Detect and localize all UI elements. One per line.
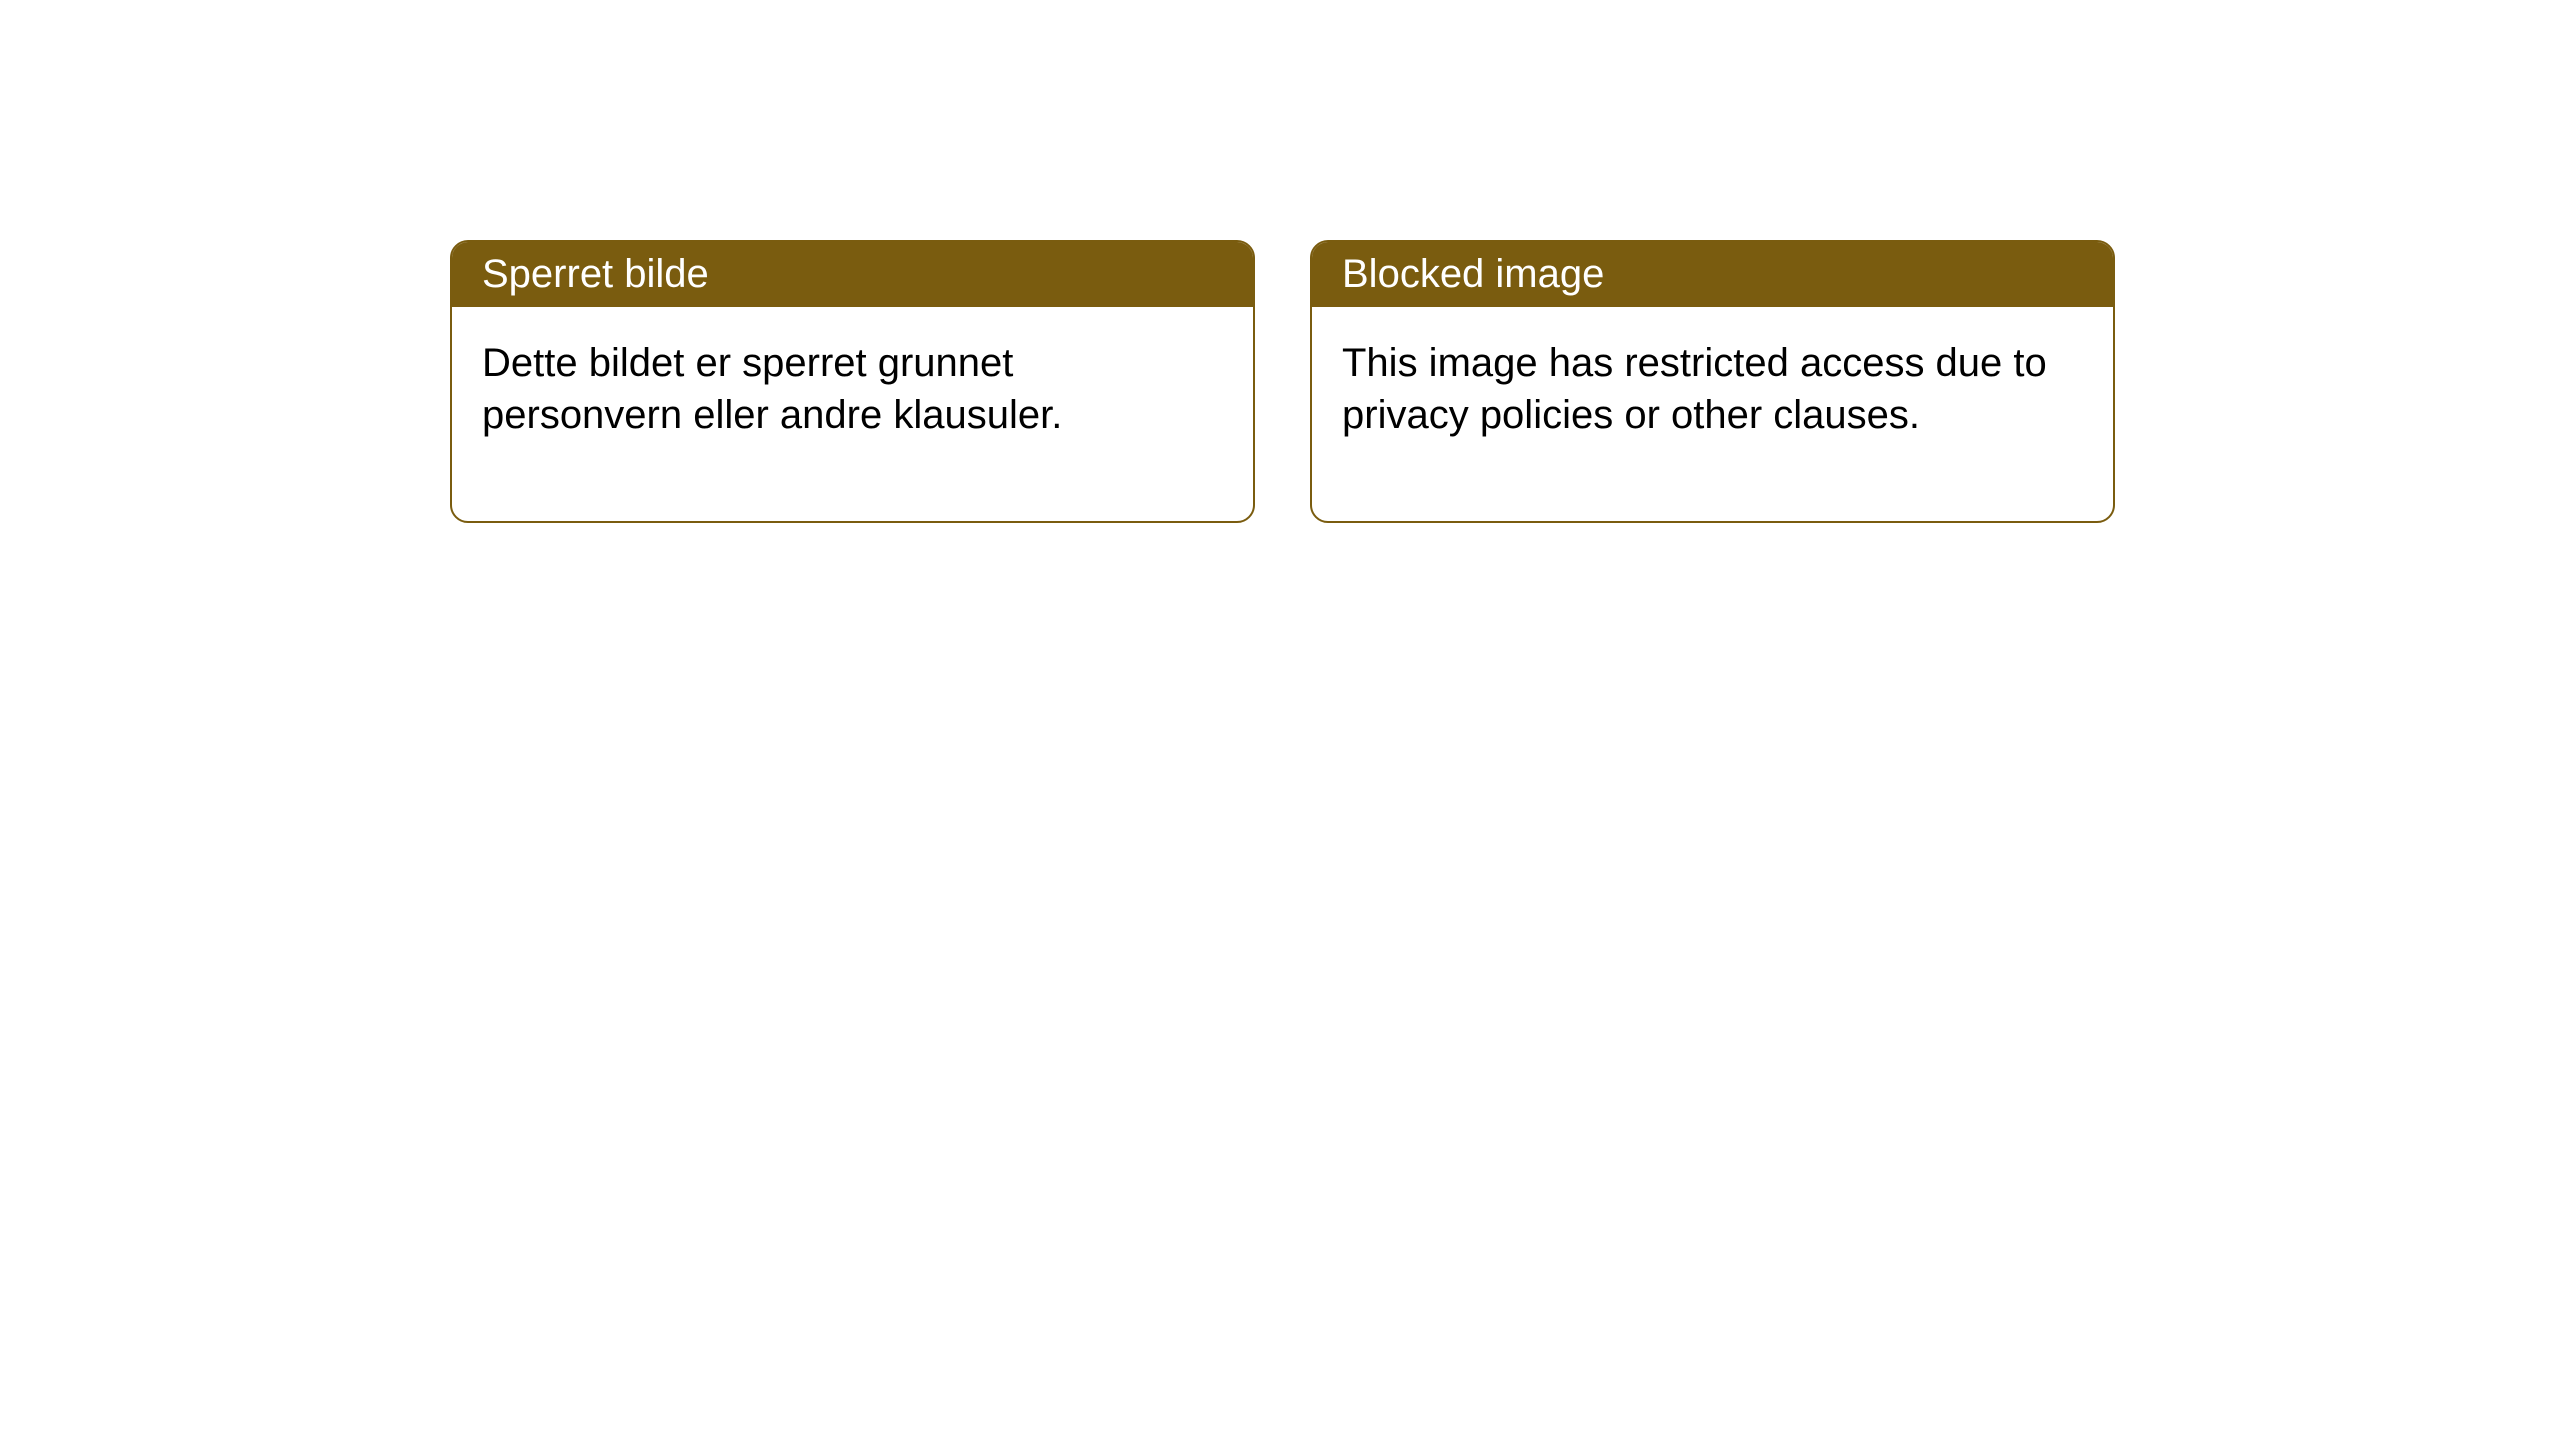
notice-message: This image has restricted access due to … bbox=[1312, 307, 2113, 521]
notice-box-english: Blocked image This image has restricted … bbox=[1310, 240, 2115, 523]
notice-message: Dette bildet er sperret grunnet personve… bbox=[452, 307, 1253, 521]
notices-container: Sperret bilde Dette bildet er sperret gr… bbox=[450, 240, 2115, 523]
notice-title: Sperret bilde bbox=[452, 242, 1253, 307]
notice-title: Blocked image bbox=[1312, 242, 2113, 307]
notice-box-norwegian: Sperret bilde Dette bildet er sperret gr… bbox=[450, 240, 1255, 523]
